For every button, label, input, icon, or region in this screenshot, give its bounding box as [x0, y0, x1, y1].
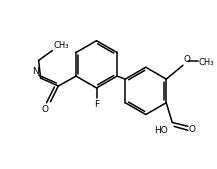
Text: CH₃: CH₃ — [53, 41, 69, 50]
Text: F: F — [94, 100, 99, 109]
Text: HO: HO — [155, 126, 168, 135]
Text: O: O — [41, 105, 48, 114]
Text: O: O — [189, 125, 196, 134]
Text: CH₃: CH₃ — [199, 58, 214, 67]
Text: O: O — [184, 55, 191, 64]
Text: N: N — [32, 67, 39, 76]
